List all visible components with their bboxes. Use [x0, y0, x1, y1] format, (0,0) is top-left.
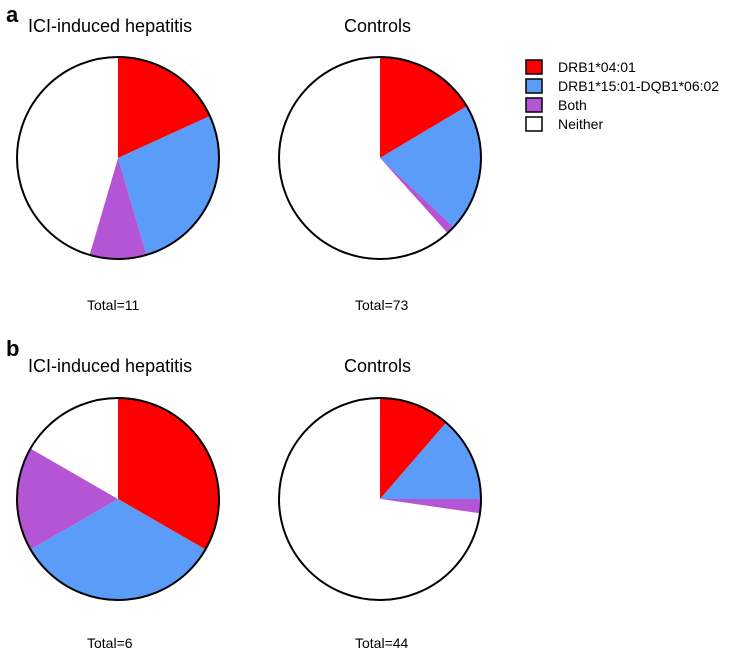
pie-outline	[16, 397, 220, 601]
pie-chart-b-hepatitis	[16, 397, 220, 601]
pie-outline	[16, 56, 220, 260]
pie-title: Controls	[344, 16, 411, 36]
panel-b-label: b	[6, 336, 19, 361]
pie-title: ICI-induced hepatitis	[28, 16, 192, 36]
panel-a-label: a	[6, 2, 19, 27]
pie-chart-a-controls	[278, 56, 482, 260]
pie-slice-both	[380, 499, 481, 514]
legend-swatch-drb1-1501-dqb1-0602	[525, 78, 543, 94]
legend-swatch-drb1-0401	[525, 59, 543, 75]
pie-slice-neither	[278, 398, 480, 600]
pie-outline	[278, 56, 482, 260]
pie-slice-neither	[17, 56, 118, 255]
pie-outline	[278, 397, 482, 601]
pie-slice-both	[16, 448, 118, 550]
total-label: Total=6	[87, 635, 133, 651]
total-label: Total=73	[355, 297, 409, 313]
legend-label: Both	[558, 97, 587, 113]
legend-label: DRB1*15:01-DQB1*06:02	[558, 78, 719, 94]
total-label: Total=11	[87, 297, 139, 313]
legend-swatch-both	[525, 97, 543, 113]
pie-slice-drb1-04-01	[118, 398, 220, 550]
legend-label: Neither	[558, 116, 603, 132]
pie-slice-both	[380, 158, 454, 234]
pie-slice-both	[89, 158, 147, 259]
legend-label: DRB1*04:01	[558, 59, 636, 75]
total-label: Total=44	[355, 635, 409, 651]
pie-slice-drb1-15-01-dqb1-06-02	[380, 106, 482, 228]
pie-title: ICI-induced hepatitis	[28, 356, 192, 376]
pie-slice-neither	[278, 57, 448, 260]
legend: DRB1*04:01 DRB1*15:01-DQB1*06:02 Both Ne…	[525, 59, 719, 132]
pie-slice-drb1-04-01	[380, 56, 467, 158]
pie-title: Controls	[344, 356, 411, 376]
pie-slice-drb1-04-01	[380, 398, 447, 499]
pie-slice-drb1-15-01-dqb1-06-02	[380, 422, 481, 499]
pie-slice-drb1-04-01	[118, 57, 210, 158]
pie-slice-drb1-15-01-dqb1-06-02	[118, 116, 219, 255]
pie-chart-b-controls	[278, 397, 482, 601]
pie-slice-drb1-15-01-dqb1-06-02	[30, 499, 206, 601]
legend-swatch-neither	[525, 116, 543, 132]
pie-chart-a-hepatitis	[16, 56, 220, 260]
